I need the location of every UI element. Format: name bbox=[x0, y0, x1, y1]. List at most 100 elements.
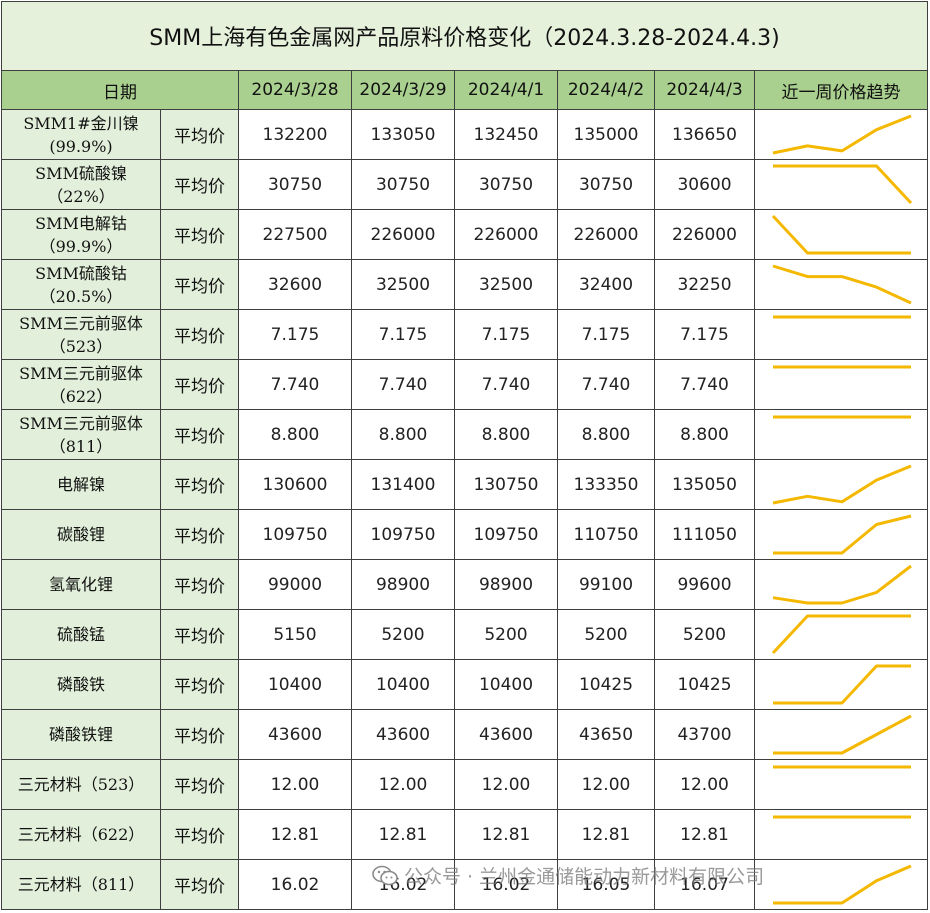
trend-cell bbox=[754, 409, 928, 460]
table-row: 碳酸锂 平均价 109750 109750 109750 110750 111050 bbox=[1, 509, 928, 560]
price-cell: 12.81 bbox=[238, 809, 352, 860]
watermark-text: 公众号 · 兰州金通储能动力新材料有限公司 bbox=[404, 866, 765, 888]
price-cell: 133050 bbox=[351, 109, 455, 160]
product-name: 氢氧化锂 bbox=[1, 559, 161, 610]
price-cell: 8.800 bbox=[351, 409, 455, 460]
price-cell: 131400 bbox=[351, 459, 455, 510]
price-type-label: 平均价 bbox=[160, 759, 239, 810]
product-name-line1: 电解镍 bbox=[56, 475, 105, 494]
price-cell: 226000 bbox=[454, 209, 558, 260]
product-name-line1: 三元材料（811） bbox=[17, 875, 145, 894]
table-row: 三元材料（811） 平均价 16.02 16.02 16.02 16.05 16.07 bbox=[1, 859, 928, 910]
product-name: 三元材料（622） bbox=[1, 809, 161, 860]
price-cell: 5200 bbox=[654, 609, 755, 660]
trend-line bbox=[773, 714, 912, 755]
trend-sparkline bbox=[773, 164, 913, 205]
price-cell: 30750 bbox=[557, 159, 655, 210]
date-col-5: 2024/4/3 bbox=[654, 70, 755, 110]
price-cell: 43600 bbox=[351, 709, 455, 760]
product-name: SMM三元前驱体 （622） bbox=[1, 359, 161, 410]
price-cell: 16.02 bbox=[454, 859, 558, 910]
price-cell: 8.800 bbox=[557, 409, 655, 460]
price-cell: 12.81 bbox=[351, 809, 455, 860]
table-row: 磷酸铁锂 平均价 43600 43600 43600 43650 43700 bbox=[1, 709, 928, 760]
price-cell: 99100 bbox=[557, 559, 655, 610]
trend-sparkline bbox=[773, 664, 911, 705]
trend-sparkline bbox=[773, 415, 911, 419]
table-title: SMM上海有色金属网产品原料价格变化（2024.3.28-2024.4.3) bbox=[1, 1, 928, 71]
product-name-line2: （523） bbox=[49, 336, 113, 356]
trend-sparkline bbox=[771, 614, 911, 655]
trend-cell bbox=[754, 659, 928, 710]
product-name-line1: SMM硫酸钴 bbox=[35, 263, 127, 283]
price-cell: 5200 bbox=[351, 609, 455, 660]
price-cell: 10425 bbox=[557, 659, 655, 710]
product-name-line1: SMM三元前驱体 bbox=[19, 363, 143, 383]
product-name-line1: SMM三元前驱体 bbox=[19, 313, 143, 333]
price-cell: 109750 bbox=[454, 509, 558, 560]
product-name-line1: 三元材料（622） bbox=[17, 825, 145, 844]
trend-cell bbox=[754, 209, 928, 260]
product-name: SMM硫酸钴 （20.5%） bbox=[1, 259, 161, 310]
trend-sparkline bbox=[773, 864, 912, 905]
product-name: 碳酸锂 bbox=[1, 509, 161, 560]
price-cell: 43700 bbox=[654, 709, 755, 760]
price-cell: 130600 bbox=[238, 459, 352, 510]
price-type-label: 平均价 bbox=[160, 809, 239, 860]
price-type-label: 平均价 bbox=[160, 309, 239, 360]
product-name-line1: 磷酸铁 bbox=[56, 675, 105, 694]
trend-cell bbox=[754, 859, 928, 910]
price-cell: 10400 bbox=[351, 659, 455, 710]
price-cell: 136650 bbox=[654, 109, 755, 160]
price-cell: 132450 bbox=[454, 109, 558, 160]
date-col-3: 2024/4/1 bbox=[454, 70, 558, 110]
product-name: 硫酸锰 bbox=[1, 609, 161, 660]
table-row: 三元材料（622） 平均价 12.81 12.81 12.81 12.81 12.81 bbox=[1, 809, 928, 860]
table-body: SMM1#金川镍 (99.9%) 平均价 132200 133050 132450 1350… bbox=[1, 109, 928, 910]
price-cell: 7.740 bbox=[557, 359, 655, 410]
price-cell: 7.175 bbox=[654, 309, 755, 360]
price-cell: 98900 bbox=[351, 559, 455, 610]
trend-line bbox=[772, 264, 912, 305]
trend-sparkline bbox=[773, 365, 911, 369]
price-cell: 7.175 bbox=[351, 309, 455, 360]
wechat-icon bbox=[372, 865, 398, 887]
price-cell: 135050 bbox=[654, 459, 755, 510]
trend-cell bbox=[754, 359, 928, 410]
product-name-line2: （811） bbox=[49, 436, 113, 456]
price-cell: 226000 bbox=[557, 209, 655, 260]
trend-sparkline bbox=[772, 564, 912, 605]
price-cell: 16.05 bbox=[557, 859, 655, 910]
price-cell: 32500 bbox=[351, 259, 455, 310]
price-cell: 98900 bbox=[454, 559, 558, 610]
trend-sparkline bbox=[773, 765, 911, 769]
price-cell: 99600 bbox=[654, 559, 755, 610]
price-type-label: 平均价 bbox=[160, 459, 239, 510]
trend-line bbox=[772, 464, 912, 505]
trend-sparkline bbox=[773, 815, 911, 819]
price-cell: 32400 bbox=[557, 259, 655, 310]
trend-cell bbox=[754, 759, 928, 810]
price-type-label: 平均价 bbox=[160, 559, 239, 610]
product-name-line2: （20.5%） bbox=[39, 286, 123, 306]
trend-sparkline bbox=[773, 714, 912, 755]
price-cell: 8.800 bbox=[654, 409, 755, 460]
price-cell: 32600 bbox=[238, 259, 352, 310]
price-type-label: 平均价 bbox=[160, 859, 239, 910]
trend-cell bbox=[754, 459, 928, 510]
trend-cell bbox=[754, 509, 928, 560]
product-name-line2: （22%） bbox=[47, 186, 115, 206]
price-type-label: 平均价 bbox=[160, 259, 239, 310]
product-name-line2: (99.9%) bbox=[49, 136, 113, 156]
price-cell: 12.00 bbox=[238, 759, 352, 810]
price-type-label: 平均价 bbox=[160, 709, 239, 760]
trend-sparkline bbox=[772, 464, 912, 505]
price-cell: 99000 bbox=[238, 559, 352, 610]
product-name-line1: 氢氧化锂 bbox=[48, 575, 113, 594]
product-name: SMM硫酸镍 （22%） bbox=[1, 159, 161, 210]
price-cell: 109750 bbox=[351, 509, 455, 560]
price-cell: 227500 bbox=[238, 209, 352, 260]
trend-sparkline bbox=[772, 114, 912, 155]
price-cell: 5150 bbox=[238, 609, 352, 660]
